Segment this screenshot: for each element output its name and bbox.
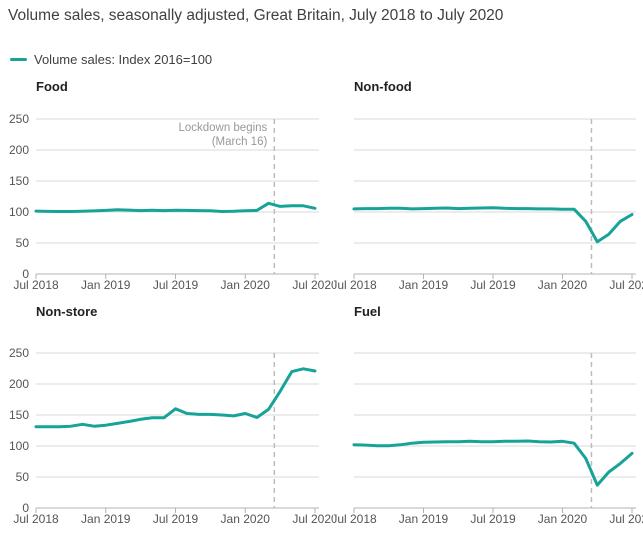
x-tick-label: Jan 2019 [399,512,449,526]
x-tick-label: Jul 2020 [292,278,333,292]
fuel-series-line [352,439,634,487]
x-tick-label: Jan 2020 [221,512,271,526]
non-store-chart: 0 50 100 150 200 250 Jul 2018 Jan 2019 Jul 2019 J… [9,346,333,526]
x-tick-label: Jan 2019 [81,278,131,292]
fuel-chart: Jul 2018 Jan 2019 Jul 2019 Jan 2020 Jul 2020 [333,352,643,526]
x-tick-label: Jan 2019 [399,278,449,292]
lockdown-annotation-line1: Lockdown begins [178,122,267,134]
y-tick-label: 250 [9,112,29,126]
y-tick-label: 150 [9,174,29,188]
y-tick-label: 50 [16,470,30,484]
panel-fuel: Fuel Jul 2018 Jan 2019 Jul 2019 Jan 2020 Jul… [333,300,643,534]
food-chart: 0 50 100 150 200 250 Jul 2018 Jan 2019 Jul 2019 J… [9,112,333,292]
x-tick-label: Jul 2019 [153,512,199,526]
x-tick-label: Jan 2020 [221,278,271,292]
x-tick-label: Jul 2018 [13,278,59,292]
non-food-chart: Jul 2018 Jan 2019 Jul 2019 Jan 2020 Jul 2020 [333,118,643,292]
y-tick-label: 250 [9,346,29,360]
x-tick-label: Jul 2018 [333,512,377,526]
x-tick-label: Jan 2020 [538,512,588,526]
x-tick-label: Jul 2019 [153,278,199,292]
panel-non-food: Non-food Jul 2018 Jan 2019 Jul 2019 Jan 202… [333,75,643,300]
x-tick-label: Jul 2020 [609,512,643,526]
y-tick-label: 0 [22,267,29,281]
y-tick-label: 200 [9,143,29,157]
non-store-series-line [34,367,317,429]
x-tick-label: Jan 2020 [538,278,588,292]
panel-non-store: Non-store 0 50 100 150 200 250 Jul 2018 Jan 201… [0,300,333,534]
x-tick-label: Jan 2019 [81,512,131,526]
x-tick-label: Jul 2018 [13,512,59,526]
y-tick-label: 150 [9,408,29,422]
chart-title: Volume sales, seasonally adjusted, Great… [8,7,504,24]
x-tick-label: Jul 2018 [333,278,377,292]
x-tick-label: Jul 2019 [470,278,516,292]
x-tick-label: Jul 2020 [292,512,333,526]
panel-title-non-store: Non-store [36,304,98,319]
panel-title-non-food: Non-food [354,79,412,94]
small-multiples-grid: Food 0 50 100 150 200 250 Jul 2018 Jan 2019 Jul … [0,75,643,534]
y-tick-label: 0 [22,501,29,515]
x-tick-label: Jul 2019 [470,512,516,526]
panel-food: Food 0 50 100 150 200 250 Jul 2018 Jan 2019 Jul … [0,75,333,300]
y-tick-label: 200 [9,377,29,391]
x-tick-label: Jul 2020 [609,278,643,292]
non-food-series-line [352,206,634,244]
y-tick-label: 100 [9,439,29,453]
lockdown-annotation-line2: (March 16) [212,136,268,148]
y-tick-label: 50 [16,236,30,250]
panel-title-food: Food [36,79,68,94]
legend-line-swatch [10,58,27,61]
panel-title-fuel: Fuel [354,304,381,319]
food-series-line [34,201,317,213]
legend: Volume sales: Index 2016=100 [10,52,212,67]
legend-label: Volume sales: Index 2016=100 [34,52,213,67]
y-tick-label: 100 [9,205,29,219]
